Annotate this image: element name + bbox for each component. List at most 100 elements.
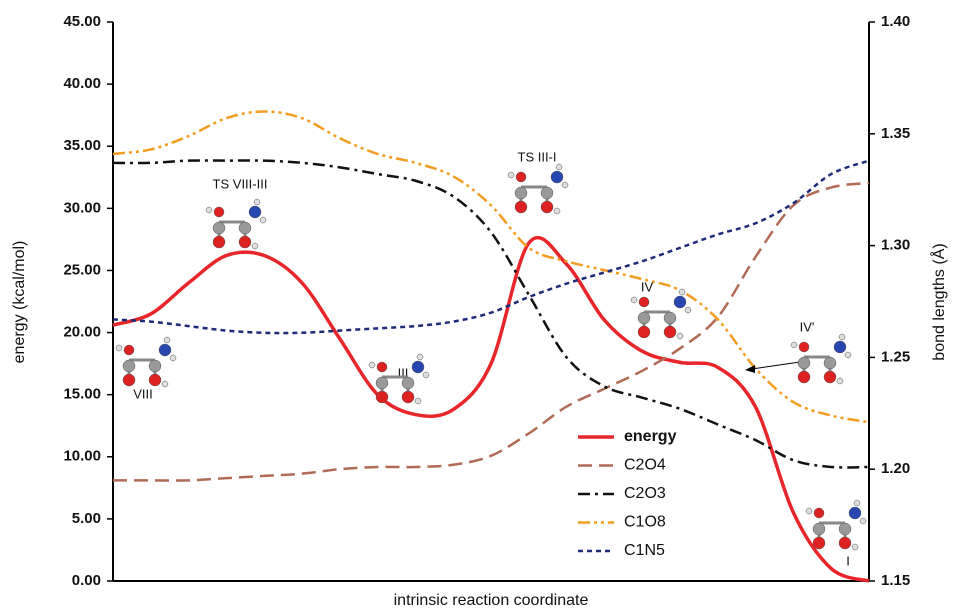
- atom: [239, 222, 251, 234]
- y-tick-label: 35.00: [63, 137, 101, 154]
- atom: [834, 341, 846, 353]
- atom: [213, 222, 225, 234]
- y-tick-label: 15.00: [63, 386, 101, 403]
- atom: [839, 334, 845, 340]
- atom: [260, 217, 266, 223]
- atom: [516, 172, 526, 182]
- atom: [664, 326, 676, 338]
- series-line: [113, 111, 869, 422]
- y2-tick-label: 1.25: [881, 348, 910, 365]
- molecule-icon: [206, 199, 266, 249]
- atom: [170, 355, 176, 361]
- atom: [839, 537, 851, 549]
- arrow-head: [745, 365, 755, 373]
- chart: energy (kcal/mol) bond lengths (Å) intri…: [0, 0, 953, 610]
- legend-label: C1O8: [624, 514, 666, 531]
- annotation: VIII: [133, 386, 153, 401]
- atom: [159, 344, 171, 356]
- atom: [149, 360, 161, 372]
- y2-tick-label: 1.20: [881, 460, 910, 477]
- y-tick-label: 10.00: [63, 448, 101, 465]
- atom: [402, 377, 414, 389]
- atom: [799, 342, 809, 352]
- atom: [164, 337, 170, 343]
- atom: [824, 357, 836, 369]
- atom: [252, 243, 258, 249]
- molecule-icon: [631, 289, 691, 339]
- arrow: [752, 362, 800, 369]
- atom: [837, 378, 843, 384]
- atom: [551, 171, 563, 183]
- atom: [376, 391, 388, 403]
- atom: [638, 312, 650, 324]
- y-tick-label: 0.00: [72, 572, 101, 589]
- atom: [554, 208, 560, 214]
- atom: [123, 360, 135, 372]
- atom: [845, 352, 851, 358]
- atom: [639, 297, 649, 307]
- annotation: IV': [800, 319, 815, 334]
- y2-axis-title: bond lengths (Å): [929, 243, 948, 360]
- atom: [824, 371, 836, 383]
- atom: [664, 312, 676, 324]
- atom: [677, 333, 683, 339]
- atom: [116, 345, 122, 351]
- atom: [249, 206, 261, 218]
- molecule-icon: [508, 164, 568, 214]
- atom: [839, 523, 851, 535]
- atom: [685, 307, 691, 313]
- atom: [206, 207, 212, 213]
- atom: [515, 201, 527, 213]
- atom: [541, 187, 553, 199]
- atom: [562, 182, 568, 188]
- atom: [402, 391, 414, 403]
- atom: [417, 354, 423, 360]
- atom: [679, 289, 685, 295]
- y2-tick-label: 1.15: [881, 572, 910, 589]
- atom: [541, 201, 553, 213]
- atom: [791, 342, 797, 348]
- legend-label: C2O3: [624, 485, 666, 502]
- atom: [515, 187, 527, 199]
- y-axis-title: energy (kcal/mol): [11, 241, 28, 364]
- atom: [806, 508, 812, 514]
- atom: [860, 518, 866, 524]
- atom: [376, 377, 388, 389]
- atom: [423, 372, 429, 378]
- y-tick-label: 25.00: [63, 261, 101, 278]
- atom: [239, 236, 251, 248]
- legend-label: C1N5: [624, 542, 665, 559]
- atom: [854, 500, 860, 506]
- atom: [674, 296, 686, 308]
- atom: [508, 172, 514, 178]
- atom: [124, 345, 134, 355]
- atom: [814, 508, 824, 518]
- atom: [254, 199, 260, 205]
- atom: [412, 361, 424, 373]
- molecule-icon: [116, 337, 176, 387]
- atom: [798, 371, 810, 383]
- molecule-icon: [806, 500, 866, 550]
- atom: [377, 362, 387, 372]
- y-tick-label: 45.00: [63, 13, 101, 30]
- annotation: I: [846, 553, 850, 568]
- atom: [556, 164, 562, 170]
- atom: [123, 374, 135, 386]
- atom: [369, 362, 375, 368]
- atom: [631, 297, 637, 303]
- atom: [162, 381, 168, 387]
- atom: [149, 374, 161, 386]
- annotation: TS III-I: [518, 149, 557, 164]
- atom: [638, 326, 650, 338]
- y-tick-label: 20.00: [63, 324, 101, 341]
- legend-label: energy: [624, 428, 677, 445]
- y2-tick-label: 1.30: [881, 237, 910, 254]
- y-tick-label: 40.00: [63, 75, 101, 92]
- y2-tick-label: 1.40: [881, 13, 910, 30]
- series-line: [113, 238, 869, 581]
- atom: [852, 544, 858, 550]
- annotation: IV: [641, 279, 654, 294]
- atom: [798, 357, 810, 369]
- atom: [849, 507, 861, 519]
- atom: [214, 207, 224, 217]
